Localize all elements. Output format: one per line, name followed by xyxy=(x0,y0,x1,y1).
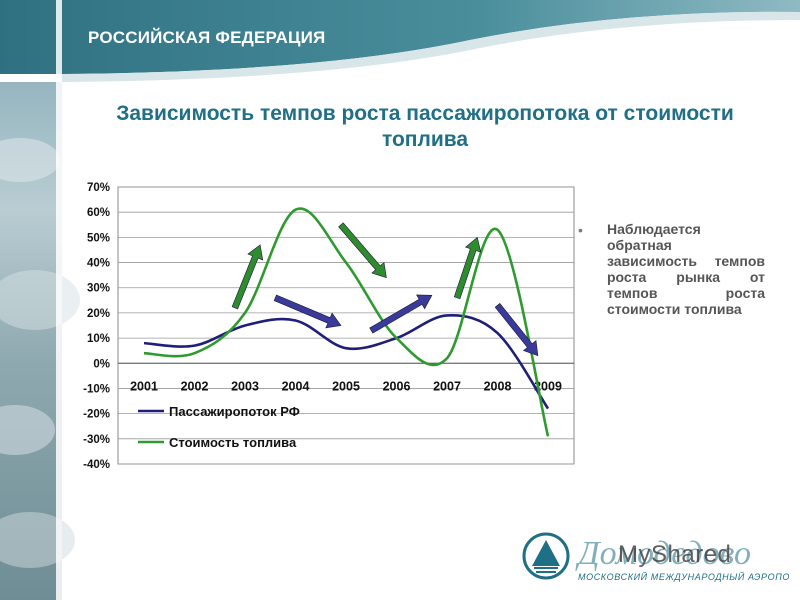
header-shape xyxy=(0,0,800,74)
line-chart: -40% -30% -20% -10% 0% 10% 20% 30% 40% 50% 60% 70% 2… xyxy=(83,182,575,471)
slide-title-line-2: топлива xyxy=(381,128,469,151)
legend-label-2: Стоимость топлива xyxy=(169,435,297,450)
series-line-1 xyxy=(143,314,550,410)
y-tick-label: 20% xyxy=(87,308,110,320)
slide-title-line-1: Зависимость темпов роста пассажиропотока… xyxy=(116,102,734,125)
series-line-2 xyxy=(143,207,550,437)
y-tick-label: -30% xyxy=(83,434,110,446)
logo-brand: Домодедово xyxy=(575,535,751,572)
x-tick-label: 2007 xyxy=(433,379,461,393)
slide-title: Зависимость темпов роста пассажиропотока… xyxy=(60,101,790,153)
x-tick-label: 2005 xyxy=(332,379,360,393)
x-tick-label: 2008 xyxy=(484,379,512,393)
header-title: РОССИЙСКАЯ ФЕДЕРАЦИЯ xyxy=(88,28,326,47)
x-tick-label: 2004 xyxy=(282,379,310,393)
y-tick-label: 60% xyxy=(87,207,110,219)
y-tick-label: 40% xyxy=(87,258,110,270)
trend-arrow-green xyxy=(338,222,387,279)
x-tick-label: 2006 xyxy=(383,379,411,393)
y-tick-label: 70% xyxy=(87,182,110,194)
note-bullet: • xyxy=(578,222,583,238)
trend-arrow-blue xyxy=(369,294,433,334)
y-tick-label: -40% xyxy=(83,459,110,471)
y-tick-label: 30% xyxy=(87,283,110,295)
watermark: MyShared xyxy=(618,541,732,568)
trend-arrow-green xyxy=(453,236,482,300)
logo-subtitle: МОСКОВСКИЙ МЕЖДУНАРОДНЫЙ АЭРОПОРТ xyxy=(578,571,790,582)
x-tick-label: 2002 xyxy=(181,379,209,393)
domodedovo-logo: Домодедово МОСКОВСКИЙ МЕЖДУНАРОДНЫЙ АЭРО… xyxy=(522,532,790,582)
legend-label-1: Пассажиропоток РФ xyxy=(169,404,300,419)
y-tick-label: 50% xyxy=(87,232,110,244)
y-tick-label: -10% xyxy=(83,383,110,395)
note-text: Наблюдается обратная зависимость темпов … xyxy=(607,221,765,317)
y-tick-label: 0% xyxy=(93,358,110,370)
trend-arrow-blue xyxy=(494,303,539,357)
trend-arrow-blue xyxy=(273,294,342,329)
x-tick-label: 2001 xyxy=(130,379,158,393)
x-tick-label: 2009 xyxy=(534,379,562,393)
y-tick-label: -20% xyxy=(83,409,110,421)
trend-arrow-green xyxy=(231,244,264,310)
y-tick-label: 10% xyxy=(87,333,110,345)
x-tick-label: 2003 xyxy=(231,379,259,393)
